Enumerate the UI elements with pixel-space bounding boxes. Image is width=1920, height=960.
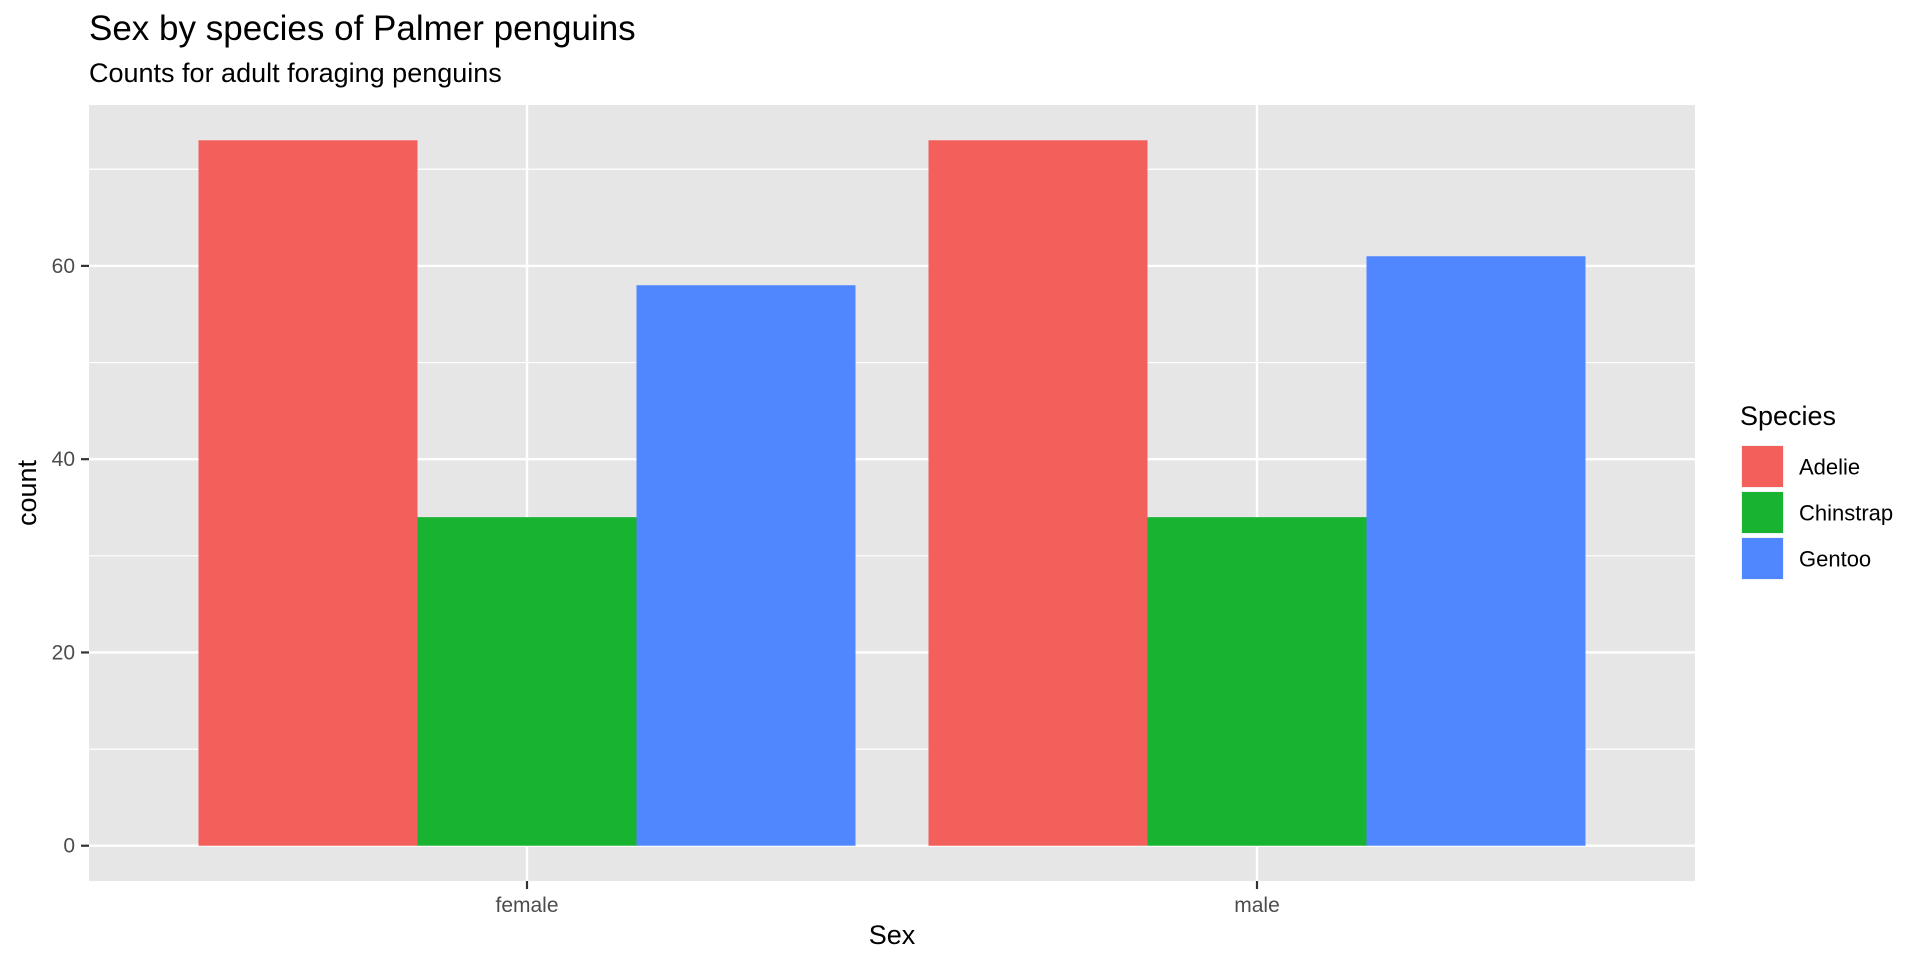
bar-chinstrap-male: [1147, 517, 1367, 846]
x-tick-label: male: [1234, 894, 1280, 917]
legend-label-adelie: Adelie: [1799, 455, 1860, 480]
x-axis-title: Sex: [869, 920, 916, 950]
legend-label-gentoo: Gentoo: [1799, 547, 1871, 572]
y-axis-title: count: [12, 459, 42, 526]
x-tick-label: female: [495, 894, 558, 917]
y-tick-label: 60: [52, 255, 75, 278]
legend-label-chinstrap: Chinstrap: [1799, 501, 1893, 526]
bar-adelie-male: [928, 140, 1148, 846]
legend-title: Species: [1740, 401, 1836, 431]
chart-title: Sex by species of Palmer penguins: [89, 9, 636, 48]
x-axis: female male: [495, 881, 1280, 917]
bar-chinstrap-female: [417, 517, 637, 846]
y-tick-label: 0: [63, 835, 75, 858]
chart-subtitle: Counts for adult foraging penguins: [89, 58, 502, 88]
bar-adelie-female: [198, 140, 418, 846]
bars-group: [198, 140, 1586, 846]
y-tick-label: 20: [52, 641, 75, 664]
bar-gentoo-female: [636, 285, 856, 846]
legend: Species Adelie Chinstrap Gentoo: [1740, 401, 1893, 580]
legend-key-adelie: [1742, 446, 1783, 487]
legend-key-chinstrap: [1742, 492, 1783, 533]
y-axis: 0 20 40 60: [52, 255, 89, 858]
y-tick-label: 40: [52, 448, 75, 471]
bar-gentoo-male: [1366, 256, 1586, 846]
legend-key-gentoo: [1742, 538, 1783, 579]
